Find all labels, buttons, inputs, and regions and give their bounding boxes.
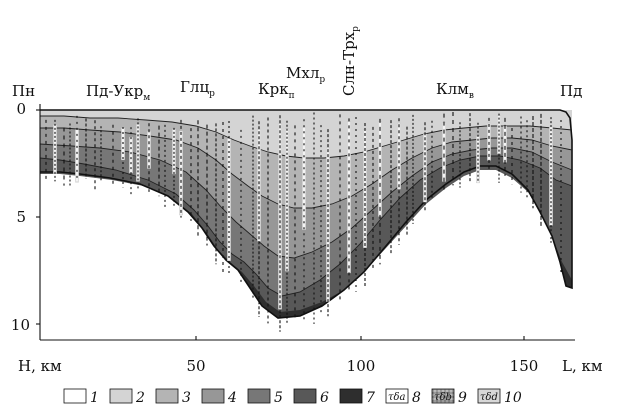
y-tick-label-10: 10: [11, 316, 30, 334]
place-label: Пд-Укрм: [86, 82, 150, 103]
legend-swatch: [109, 388, 133, 404]
legend: 1 2 3 4 5 6 7 τδa 8 τδb 9 τδd 10: [63, 388, 522, 406]
y-tick-label-0: 0: [16, 100, 26, 118]
legend-label: 6: [320, 390, 329, 406]
section-outline: [40, 109, 573, 319]
legend-label: 5: [274, 390, 283, 406]
legend-label: 1: [90, 390, 99, 406]
axes: [36, 104, 575, 341]
legend-swatch-symbol: τδb: [434, 392, 452, 403]
place-labels: Пн Пд-Укрм Глцр Кркп Мхлр Слн-Трхр Клмв …: [12, 26, 582, 103]
layer-boundaries: [39, 115, 573, 297]
legend-label: 8: [412, 390, 421, 406]
legend-swatch: [477, 388, 501, 404]
y-tick-label-5: 5: [16, 208, 26, 226]
x-tick-label-150: 150: [510, 357, 539, 375]
legend-label: 3: [182, 390, 191, 406]
legend-label: 9: [458, 390, 467, 406]
well-column-core: [503, 125, 507, 163]
legend-swatch-symbol: τδa: [388, 392, 406, 403]
legend-label: 2: [135, 390, 145, 406]
legend-swatch: [201, 388, 225, 404]
place-label: Кркп: [258, 80, 295, 101]
well-column-core: [227, 138, 231, 262]
place-label: Пд: [560, 82, 582, 100]
x-tick-label-100: 100: [347, 357, 376, 375]
legend-label: 7: [366, 390, 375, 406]
legend-swatch: [247, 388, 271, 404]
well-column-core: [75, 129, 79, 183]
x-axis-title: L, км: [562, 357, 603, 375]
well-column-core: [302, 126, 306, 230]
well-columns: [45, 112, 562, 332]
legend-swatch: [385, 388, 409, 404]
place-label: Мхлр: [286, 64, 325, 85]
legend-label: 4: [227, 390, 237, 406]
legend-swatch: [339, 388, 363, 404]
place-label: Пн: [12, 82, 35, 100]
well-column-core: [179, 130, 183, 216]
well-column-core: [136, 124, 140, 182]
well-column-core: [257, 128, 261, 242]
section-layers: [39, 109, 573, 319]
place-label: Глцр: [180, 78, 215, 99]
place-label: Клмв: [436, 80, 474, 101]
legend-swatch: [431, 388, 455, 404]
legend-swatch-symbol: τδd: [480, 392, 498, 403]
y-axis-title: H, км: [18, 357, 62, 375]
x-tick-label-50: 50: [186, 357, 205, 375]
legend-swatch: [155, 388, 179, 404]
place-label-vertical: Слн-Трхр: [340, 26, 361, 96]
legend-swatch: [293, 388, 317, 404]
legend-label: 10: [504, 390, 522, 406]
legend-swatch: [63, 388, 87, 404]
